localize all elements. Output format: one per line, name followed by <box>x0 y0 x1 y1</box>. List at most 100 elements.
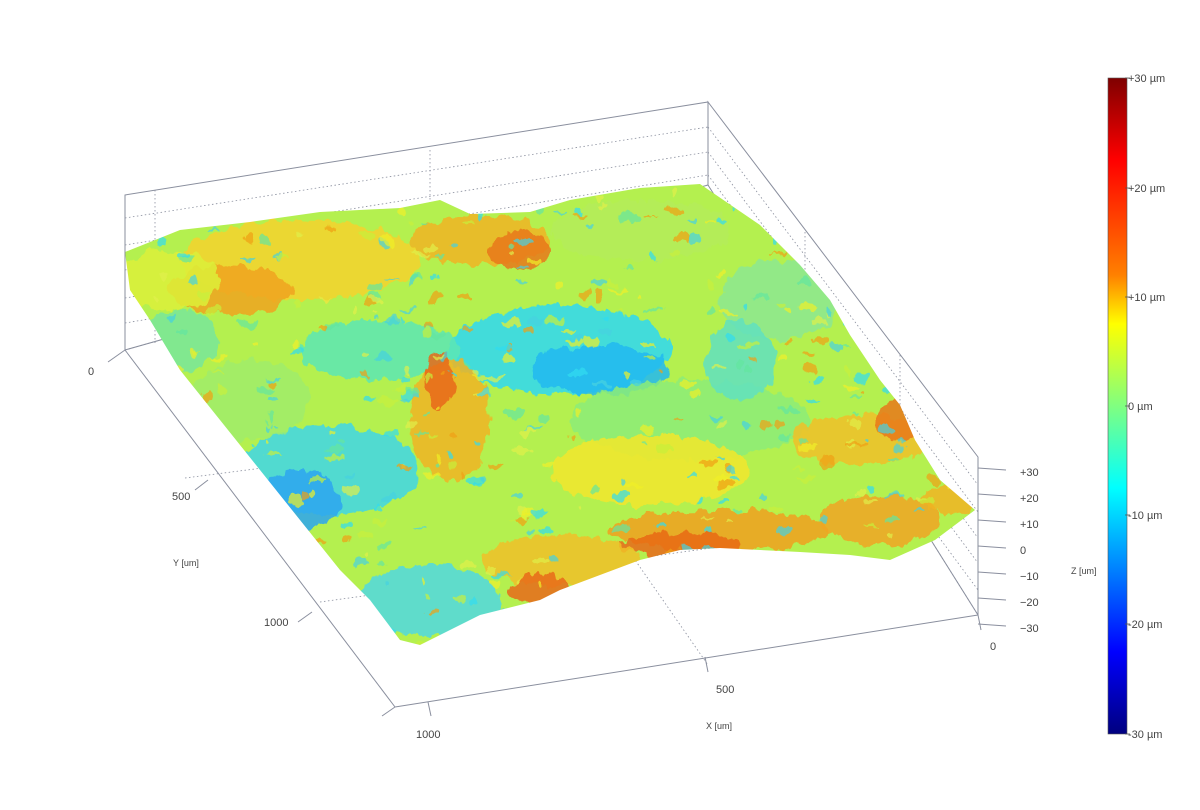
surface-speckle <box>555 281 564 291</box>
surface-speckle <box>318 206 326 211</box>
surface-speckle <box>300 489 309 498</box>
surface-speckle <box>906 594 919 600</box>
surface-speckle <box>212 609 218 616</box>
surface-plot <box>125 184 975 648</box>
surface-speckle <box>397 465 414 471</box>
surface-speckle <box>202 572 222 575</box>
surface-speckle <box>673 417 684 420</box>
colorbar-label-p20: +20 µm <box>1128 183 1165 195</box>
surface-speckle <box>929 423 944 427</box>
surface-speckle <box>756 494 769 501</box>
surface-speckle <box>426 242 440 251</box>
surface-speckle <box>425 376 432 382</box>
surface-speckle <box>207 418 216 428</box>
surface-speckle <box>908 369 922 378</box>
surface-speckle <box>214 646 233 648</box>
z-tick-m10: −10 <box>1020 571 1039 583</box>
surface-speckle <box>701 545 715 554</box>
surface-speckle <box>293 339 300 349</box>
surface-speckle <box>622 590 631 596</box>
surface-speckle <box>855 284 874 289</box>
surface-speckle <box>734 206 741 211</box>
surface-speckle <box>779 340 793 345</box>
surface-speckle <box>380 541 392 548</box>
surface-speckle <box>708 415 723 420</box>
surface-speckle <box>820 456 836 466</box>
surface-speckle <box>744 197 763 206</box>
surface-speckle <box>520 513 531 520</box>
surface-speckle <box>592 381 613 387</box>
surface-speckle <box>359 531 373 539</box>
surface-speckle <box>779 434 790 442</box>
surface-speckle <box>843 317 858 323</box>
surface-speckle <box>478 477 486 484</box>
surface-patch <box>480 535 640 585</box>
surface-speckle <box>679 614 695 622</box>
surface-speckle <box>843 383 861 389</box>
surface-speckle <box>657 372 665 375</box>
surface-speckle <box>152 296 159 301</box>
surface-speckle <box>677 381 695 390</box>
surface-speckle <box>868 483 880 491</box>
surface-speckle <box>580 640 599 645</box>
surface-speckle <box>500 621 516 627</box>
z-tick-p30: +30 <box>1020 467 1039 479</box>
surface-speckle <box>401 316 406 322</box>
surface-speckle <box>456 292 471 299</box>
surface-speckle <box>854 487 868 497</box>
surface-speckle <box>894 339 914 349</box>
z-tick-p10: +10 <box>1020 519 1039 531</box>
surface-speckle <box>150 214 159 222</box>
y-tick-1000: 1000 <box>264 617 288 629</box>
surface-speckle <box>938 376 951 381</box>
surface-speckle <box>139 615 159 626</box>
surface-speckle <box>810 337 829 343</box>
surface-speckle <box>219 585 232 593</box>
surface-speckle <box>460 469 467 479</box>
surface-speckle <box>133 541 147 550</box>
surface-speckle <box>575 214 589 218</box>
surface-speckle <box>288 495 305 505</box>
surface-speckle <box>943 379 962 385</box>
surface-speckle <box>570 335 583 340</box>
surface-speckle <box>948 552 958 560</box>
surface-speckle <box>729 206 734 211</box>
surface-speckle <box>778 528 793 536</box>
surface-speckle <box>885 493 904 498</box>
surface-speckle <box>211 431 224 438</box>
surface-speckle <box>713 475 727 481</box>
surface-speckle <box>195 291 210 298</box>
surface-speckle <box>125 391 144 395</box>
surface-speckle <box>359 228 375 239</box>
surface-speckle <box>960 264 972 274</box>
surface-speckle <box>713 367 726 371</box>
surface-speckle <box>398 205 408 215</box>
surface-speckle <box>495 608 504 618</box>
surface-speckle <box>176 251 192 258</box>
surface-speckle <box>367 297 385 303</box>
surface-speckle <box>640 597 648 604</box>
surface-speckle <box>433 255 447 259</box>
surface-speckle <box>688 555 708 559</box>
surface-speckle <box>493 574 511 579</box>
surface-speckle <box>704 527 712 536</box>
surface-speckle <box>685 473 700 479</box>
surface-speckle <box>807 399 821 404</box>
surface-speckle <box>619 214 639 223</box>
surface-speckle <box>692 392 699 399</box>
x-axis-label: X [um] <box>706 721 732 731</box>
surface-speckle <box>292 299 302 306</box>
surface-speckle <box>689 234 702 243</box>
surface-patch <box>820 495 940 545</box>
surface-speckle <box>372 311 380 314</box>
surface-speckle <box>516 280 525 284</box>
surface-speckle <box>168 631 184 641</box>
surface-speckle <box>907 582 918 588</box>
surface-speckle <box>503 318 522 327</box>
surface-speckle <box>267 395 279 402</box>
surface-speckle <box>621 476 627 487</box>
surface-speckle <box>169 446 185 451</box>
surface-speckle <box>254 343 259 349</box>
surface-speckle <box>524 325 534 334</box>
surface-speckle <box>639 425 655 435</box>
